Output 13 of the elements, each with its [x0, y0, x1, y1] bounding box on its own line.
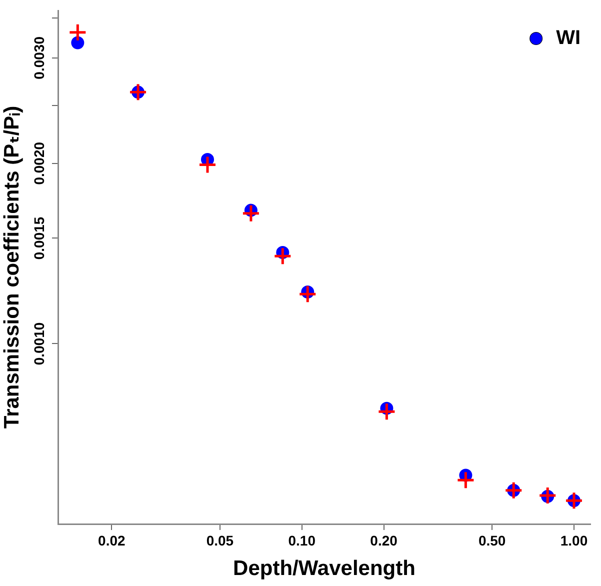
y-axis-title: Transmission coefficients (Pₜ/Pᵢ)	[0, 106, 24, 429]
y-tick-label: 0.0010	[30, 322, 47, 366]
y-tick-label: 0.0015	[30, 216, 47, 260]
y-tick-label: 0.0030	[30, 36, 47, 80]
legend-label: WI	[556, 27, 581, 50]
x-tick-label: 0.05	[206, 532, 234, 548]
x-tick-label: 0.10	[288, 532, 316, 548]
x-tick-label: 0.50	[478, 532, 506, 548]
x-tick-label: 1.00	[560, 532, 588, 548]
x-axis-title: Depth/Wavelength	[233, 557, 416, 580]
x-tick-label: 0.20	[370, 532, 398, 548]
x-tick-label: 0.02	[98, 532, 126, 548]
y-tick-label: 0.0020	[30, 142, 47, 185]
